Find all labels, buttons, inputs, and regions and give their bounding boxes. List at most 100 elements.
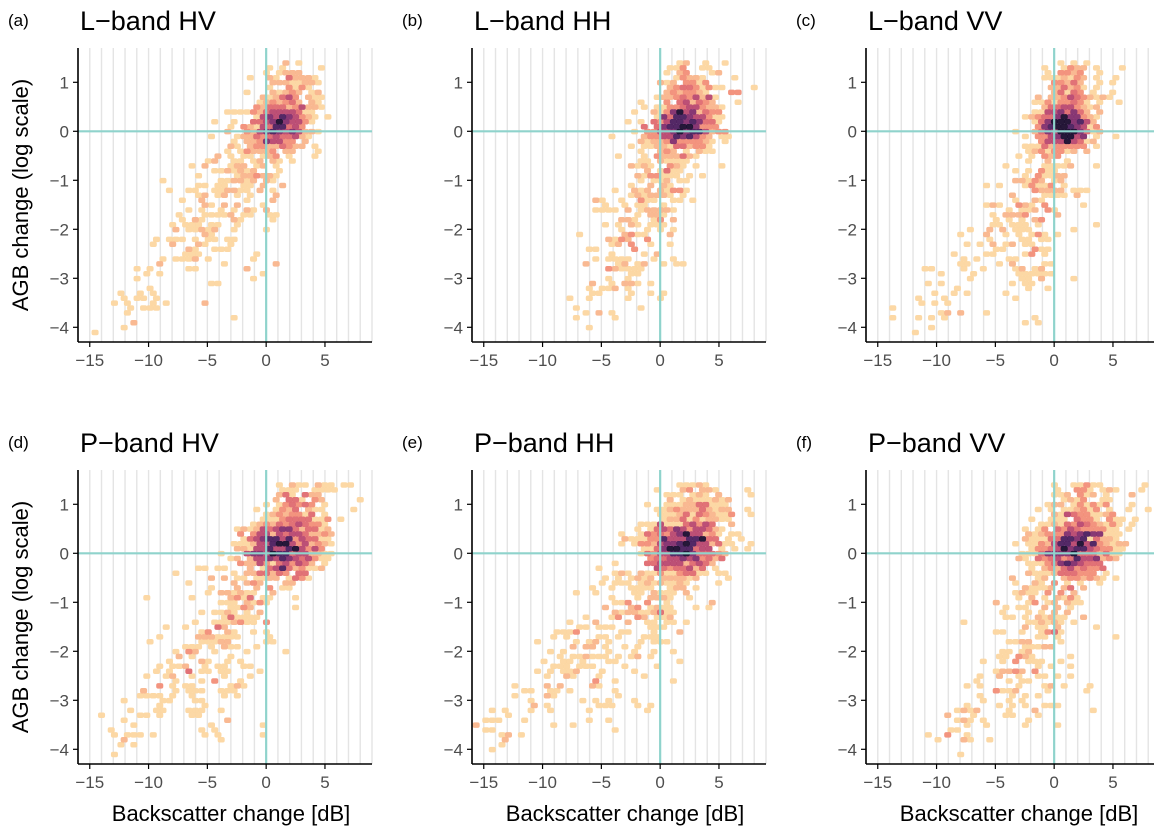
density-bin <box>1086 104 1094 110</box>
density-bin <box>1021 270 1029 277</box>
density-bin <box>149 692 157 699</box>
density-bin <box>679 545 687 552</box>
density-bin <box>295 482 303 488</box>
density-bin <box>679 506 687 513</box>
panel-tag: (b) <box>402 11 423 30</box>
density-bin <box>246 182 254 189</box>
density-bin <box>708 70 716 76</box>
density-bin <box>165 668 173 674</box>
density-bin <box>256 668 264 674</box>
density-bin <box>207 221 216 228</box>
density-bin <box>269 197 277 203</box>
density-bin <box>1044 541 1052 547</box>
density-bin <box>269 570 277 576</box>
density-bin <box>243 138 251 145</box>
density-bin <box>611 658 619 665</box>
density-bin <box>1086 545 1094 552</box>
density-bin <box>686 565 694 572</box>
density-bin <box>692 506 700 513</box>
density-bin <box>204 590 212 596</box>
density-bin <box>214 182 222 189</box>
density-bin <box>992 217 1000 223</box>
density-bin <box>120 324 128 331</box>
density-bin <box>637 187 645 194</box>
density-bin <box>1028 270 1036 277</box>
density-bin <box>540 658 548 665</box>
density-bin <box>1073 65 1081 71</box>
density-bin <box>188 712 196 719</box>
density-bin <box>637 148 645 154</box>
density-bin <box>550 634 558 640</box>
density-bin <box>117 741 125 748</box>
density-bin <box>643 236 652 243</box>
density-bin <box>295 511 303 518</box>
density-bin <box>663 119 671 125</box>
density-bin <box>992 629 1000 635</box>
density-bin <box>686 133 694 140</box>
density-bin <box>1060 555 1068 562</box>
density-bin <box>666 231 674 238</box>
density-bin <box>288 148 296 154</box>
density-bin <box>576 231 584 238</box>
density-bin <box>569 673 577 679</box>
density-bin <box>1047 702 1055 709</box>
density-bin <box>689 521 697 527</box>
density-bin <box>282 648 290 655</box>
density-bin <box>488 707 496 714</box>
density-bin <box>1047 104 1055 110</box>
density-bin <box>572 668 580 674</box>
density-bin <box>195 182 203 189</box>
density-bin <box>1076 482 1084 488</box>
density-bin <box>1067 123 1075 130</box>
density-bin <box>285 565 293 572</box>
density-bin <box>220 692 228 699</box>
density-bin <box>198 609 206 616</box>
density-bin <box>1076 119 1084 125</box>
density-bin <box>1076 521 1084 527</box>
density-bin <box>266 65 274 71</box>
density-bin <box>669 580 677 586</box>
density-bin <box>1005 217 1013 223</box>
density-bin <box>123 300 131 306</box>
density-bin <box>1067 536 1075 542</box>
density-bin <box>191 256 199 262</box>
density-bin <box>983 231 991 238</box>
density-bin <box>614 575 622 581</box>
density-bin <box>249 207 258 213</box>
density-bin <box>711 555 719 562</box>
density-bin <box>195 251 203 257</box>
density-bin <box>647 653 655 660</box>
density-bin <box>317 506 325 513</box>
density-bin <box>259 153 267 159</box>
density-bin <box>269 541 277 547</box>
density-bin <box>744 545 752 552</box>
density-bin <box>634 212 642 218</box>
density-bin <box>666 506 674 513</box>
density-bin <box>1063 609 1071 616</box>
density-bin <box>243 266 251 272</box>
density-bin <box>966 226 974 233</box>
density-bin <box>224 187 232 194</box>
density-bin <box>185 688 193 694</box>
density-bin <box>692 74 700 81</box>
density-bin <box>705 604 713 611</box>
density-bin <box>1060 585 1068 591</box>
density-bin <box>327 541 335 547</box>
density-bin <box>266 526 274 532</box>
density-bin <box>311 143 319 150</box>
density-bin <box>1025 648 1033 655</box>
density-bin <box>663 541 671 547</box>
panel-f: −15 −10 −5 0 5−4−3−2−101(f) P−band VVBackscat… <box>796 428 1154 826</box>
density-bin <box>640 123 648 130</box>
density-bin <box>589 643 597 650</box>
density-bin <box>669 119 677 125</box>
density-bin <box>695 560 703 567</box>
density-bin <box>249 570 258 576</box>
density-bin <box>185 187 193 194</box>
density-bin <box>559 668 567 674</box>
density-bin <box>275 109 283 115</box>
x-tick-label: 5 <box>320 773 329 792</box>
density-bin <box>1047 536 1055 542</box>
density-bin <box>253 114 261 120</box>
density-bin <box>663 89 671 96</box>
